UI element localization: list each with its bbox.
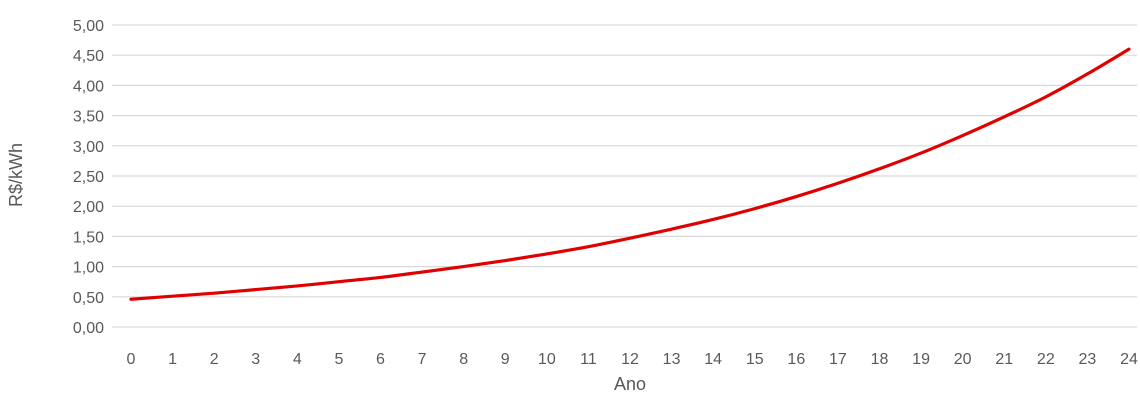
x-tick-label: 21 (995, 351, 1013, 368)
x-axis-title: Ano (614, 374, 646, 394)
x-tick-label: 1 (168, 351, 177, 368)
y-tick-label: 1,50 (73, 229, 104, 246)
x-tick-label: 4 (293, 351, 302, 368)
x-axis-ticks: 0 1 2 3 4 5 6 7 8 9 10 11 12 13 14 15 16 17 18 19 20 21 22 23 24 (127, 351, 1138, 368)
y-tick-label: 2,50 (73, 169, 104, 186)
y-tick-label: 1,00 (73, 260, 104, 277)
x-tick-label: 19 (912, 351, 930, 368)
x-tick-label: 24 (1120, 351, 1138, 368)
y-axis-ticks: 0,00 0,50 1,00 1,50 2,00 2,50 3,00 3,50 4,00 4,50… (73, 18, 104, 337)
y-tick-label: 3,00 (73, 139, 104, 156)
x-tick-label: 14 (704, 351, 722, 368)
x-tick-label: 11 (580, 351, 597, 368)
series-line-0 (129, 47, 1131, 301)
x-tick-label: 5 (334, 351, 343, 368)
x-tick-label: 7 (418, 351, 427, 368)
x-tick-label: 16 (787, 351, 805, 368)
x-tick-label: 6 (376, 351, 385, 368)
y-axis-title: R$/kWh (6, 143, 26, 207)
y-tick-label: 0,00 (73, 320, 104, 337)
y-tick-label: 3,50 (73, 109, 104, 126)
y-tick-label: 4,00 (73, 78, 104, 95)
x-tick-label: 0 (127, 351, 136, 368)
x-tick-label: 10 (538, 351, 556, 368)
x-tick-label: 13 (663, 351, 681, 368)
x-tick-label: 23 (1079, 351, 1097, 368)
x-tick-label: 9 (501, 351, 510, 368)
x-tick-label: 22 (1037, 351, 1055, 368)
y-tick-label: 0,50 (73, 290, 104, 307)
y-tick-label: 5,00 (73, 18, 104, 35)
x-tick-label: 3 (251, 351, 260, 368)
y-tick-label: 4,50 (73, 48, 104, 65)
x-tick-label: 2 (210, 351, 219, 368)
x-tick-label: 12 (621, 351, 639, 368)
y-tick-label: 2,00 (73, 199, 104, 216)
x-tick-label: 15 (746, 351, 764, 368)
x-tick-label: 17 (829, 351, 847, 368)
gridlines (112, 24, 1137, 328)
x-tick-label: 18 (871, 351, 889, 368)
x-tick-label: 8 (459, 351, 468, 368)
x-tick-label: 20 (954, 351, 972, 368)
series-layer (129, 47, 1131, 301)
